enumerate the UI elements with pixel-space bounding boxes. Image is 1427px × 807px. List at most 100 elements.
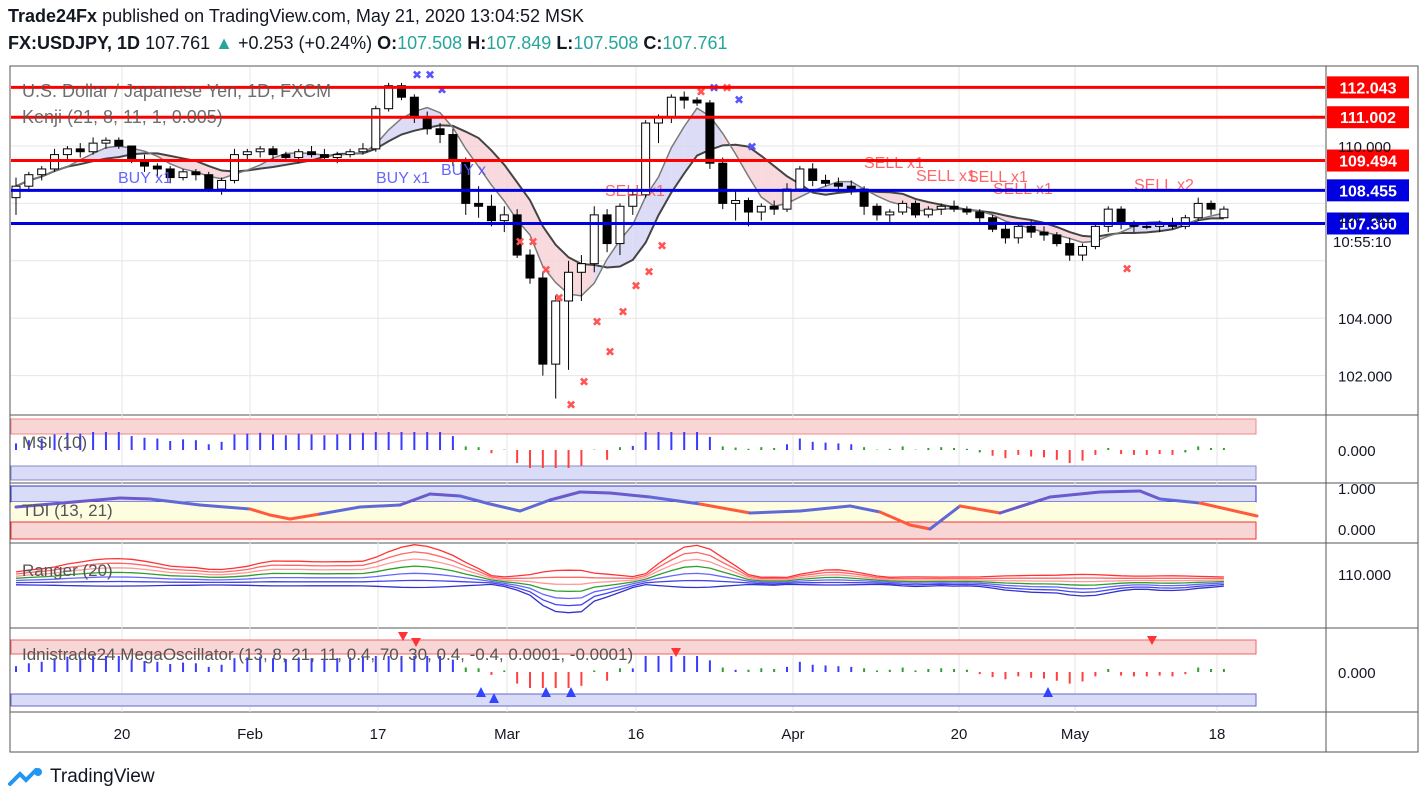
- kenji-cloud-segment: [607, 240, 620, 268]
- kenji-fast-line: [15, 106, 1225, 297]
- candle-body: [409, 96, 419, 118]
- mega-oscillator-title: Idnistrade24 MegaOscillator (13, 8, 21, …: [22, 645, 633, 664]
- candle-body: [1103, 208, 1113, 227]
- candle-body: [782, 188, 792, 210]
- tdi-line-segment: [748, 509, 802, 515]
- sub-pane-y-tick: 110.000: [1338, 567, 1391, 584]
- level-price-label: 107.300: [1339, 216, 1397, 233]
- last-price: 107.761: [145, 33, 211, 53]
- ranger-pane: [15, 544, 1224, 614]
- level-price-label: 109.494: [1339, 154, 1397, 171]
- msi-lower-band: [10, 465, 1257, 481]
- candle-body: [576, 263, 586, 273]
- candle-body: [1039, 231, 1049, 236]
- tdi-line-segment: [458, 494, 492, 506]
- kenji-cloud-segment: [105, 146, 119, 159]
- candle-body: [769, 205, 779, 210]
- candle-body: [975, 211, 985, 219]
- signal-cross-icon: ✖: [605, 345, 615, 359]
- candle-body: [666, 96, 676, 118]
- signal-label: BUY x: [441, 162, 486, 179]
- countdown-label: 10:55:10: [1333, 234, 1391, 251]
- candle-body: [1026, 225, 1036, 233]
- kenji-cloud-segment: [93, 147, 106, 162]
- candle-body: [679, 96, 689, 101]
- mega-buy-triangle-icon: [1043, 687, 1053, 697]
- ranger-line-1: [15, 551, 1224, 580]
- candle-body: [178, 171, 188, 179]
- candle-body: [1090, 225, 1100, 247]
- symbol-line: FX:USDJPY, 1D 107.761 ▲ +0.253 (+0.24%) …: [8, 33, 727, 54]
- grid: [11, 67, 1325, 712]
- tdi-pane: [10, 485, 1259, 540]
- candle-body: [384, 85, 394, 110]
- candle-body: [1078, 245, 1088, 256]
- tdi-line-segment: [578, 490, 612, 495]
- tdi-line-segment: [958, 504, 1002, 515]
- level-price-label: 108.455: [1339, 183, 1397, 200]
- tdi-line-segment: [268, 513, 292, 521]
- tdi-line-segment: [398, 492, 432, 507]
- signal-cross-icon: ✖: [554, 291, 564, 305]
- low-label: L:: [556, 33, 574, 53]
- signal-label: BUY x1: [376, 170, 430, 187]
- x-tick-label: 20: [951, 726, 968, 743]
- open-label: O:: [377, 33, 398, 53]
- candle-body: [821, 179, 831, 184]
- tdi-line-segment: [518, 498, 552, 513]
- signal-cross-icon: ✖: [566, 398, 576, 412]
- tdi-line-segment: [548, 490, 582, 502]
- signal-cross-icon: ✖: [425, 68, 435, 82]
- signal-cross-icon: ✖: [541, 263, 551, 277]
- kenji-cloud-segment: [1069, 232, 1083, 243]
- x-tick-label: Feb: [237, 726, 263, 743]
- x-tick-label: 16: [628, 726, 645, 743]
- candle-body: [499, 214, 509, 222]
- signal-cross-icon: ✖: [644, 265, 654, 279]
- kenji-cloud-segment: [632, 196, 646, 260]
- candle-body: [589, 214, 599, 265]
- tdi-line-segment: [798, 504, 852, 513]
- tdi-line-segment: [488, 502, 522, 513]
- tdi-line-segment: [428, 492, 462, 498]
- mega-upper-band: [10, 639, 1257, 655]
- kenji-indicator-title: Kenji (21, 8, 11, 1, 0.005): [22, 107, 223, 127]
- sub-pane-y-tick: 0.000: [1338, 665, 1376, 682]
- candle-body: [743, 200, 753, 213]
- tdi-line-segment: [648, 495, 702, 506]
- x-tick-label: Apr: [781, 726, 804, 743]
- signal-cross-icon: ✖: [528, 235, 538, 249]
- candle-body: [692, 99, 702, 104]
- ranger-line-0: [15, 544, 1224, 579]
- signal-cross-icon: ✖: [579, 375, 589, 389]
- tdi-line-segment: [608, 491, 652, 499]
- candle-body: [88, 142, 98, 153]
- level-lines: [11, 85, 1325, 225]
- change-up-icon: ▲: [215, 33, 233, 53]
- candle-body: [165, 168, 175, 179]
- candle-body: [846, 185, 856, 190]
- tdi-line-segment: [1098, 489, 1142, 494]
- main-chart-title: U.S. Dollar / Japanese Yen, 1D, FXCM: [22, 81, 331, 101]
- mega-sell-triangle-icon: [1147, 636, 1157, 645]
- kenji-cloud-segment: [658, 147, 672, 216]
- ranger-line-2: [15, 558, 1224, 586]
- tdi-line-segment: [198, 503, 252, 511]
- level-price-tag: [1327, 106, 1409, 129]
- signal-cross-icon: ✖: [592, 315, 602, 329]
- candle-body: [75, 148, 85, 153]
- kenji-cloud-segment: [684, 108, 698, 174]
- candle-body: [718, 162, 728, 204]
- kenji-cloud-segment: [761, 155, 775, 207]
- candle-body: [217, 179, 227, 190]
- candle-body: [397, 85, 406, 98]
- candle-body: [833, 182, 843, 187]
- candle-body: [641, 122, 651, 196]
- footer-brand[interactable]: TradingView: [8, 766, 155, 788]
- candle-body: [11, 185, 21, 199]
- candle-body: [242, 151, 252, 156]
- signal-cross-icon: ✖: [734, 93, 744, 107]
- tdi-line-segment: [248, 507, 272, 517]
- kenji-cloud-segment: [876, 191, 890, 202]
